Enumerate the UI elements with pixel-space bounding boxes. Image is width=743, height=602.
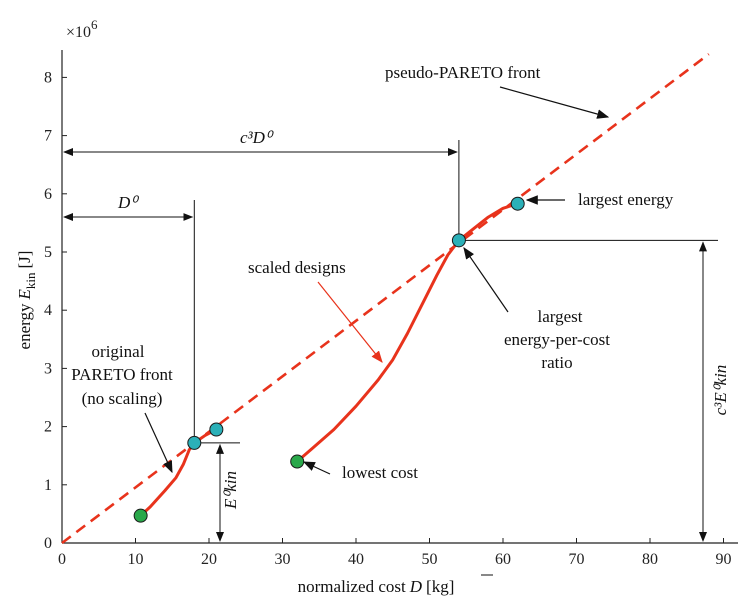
y-tick-label: 2	[44, 419, 52, 436]
x-tick-label: 0	[58, 551, 66, 568]
x-tick-label: 70	[569, 551, 585, 568]
x-tick-label: 20	[201, 551, 217, 568]
data-point-4	[451, 233, 466, 248]
dim-label-c3D0: c³D⁰	[240, 128, 274, 147]
annotation-original-2: PARETO front	[71, 365, 173, 384]
x-tick-label: 60	[495, 551, 511, 568]
arrow-lowest-cost	[302, 461, 331, 475]
markers	[133, 196, 525, 523]
y-tick-label: 4	[44, 302, 52, 319]
y-axis-label: energyEkin[J]	[15, 251, 38, 350]
annotation-original-1: original	[92, 342, 145, 361]
dim-label-c3E0: c³E⁰kin	[711, 365, 730, 416]
x-tick-label: 90	[716, 551, 732, 568]
annotation-lowest-cost: lowest cost	[342, 463, 418, 482]
x-tick-label: 80	[642, 551, 658, 568]
axis-multiplier: ×106	[66, 17, 98, 41]
y-ticks: 0 1 2 3 4 5 6 7 8	[44, 69, 67, 552]
annotation-largest-ratio-3: ratio	[541, 353, 572, 372]
data-point-2	[187, 435, 202, 450]
data-point-3	[209, 422, 224, 437]
x-tick-label: 40	[348, 551, 364, 568]
y-tick-label: 5	[44, 244, 52, 261]
x-axis-label: normalized cost D [kg]	[298, 577, 455, 596]
dim-label-D0: D⁰	[117, 193, 139, 212]
y-tick-label: 8	[44, 69, 52, 86]
data-point-1	[290, 454, 305, 469]
y-tick-label: 6	[44, 186, 52, 203]
series	[139, 202, 520, 518]
x-tick-label: 10	[128, 551, 144, 568]
y-tick-label: 7	[44, 128, 52, 145]
data-point-0	[133, 508, 148, 523]
arrow-largest-ratio	[463, 247, 509, 313]
annotations: pseudo-PARETO front largest energy scale…	[71, 63, 730, 510]
arrow-original	[144, 412, 173, 474]
series-line-0	[139, 428, 218, 518]
axes	[61, 50, 738, 544]
annotation-original-3: (no scaling)	[82, 389, 163, 408]
annotation-largest-ratio-1: largest	[537, 307, 582, 326]
annotation-largest-ratio-2: energy-per-cost	[504, 330, 610, 349]
series-line-1	[295, 202, 520, 463]
dimension-lines	[63, 140, 718, 542]
x-ticks: 0 10 20 30 40 50 60 70 80 90	[58, 538, 732, 568]
y-tick-label: 3	[44, 360, 52, 377]
x-tick-label: 50	[422, 551, 438, 568]
y-tick-label: 1	[44, 477, 52, 494]
dim-label-E0: E⁰kin	[221, 471, 240, 510]
annotation-largest-energy: largest energy	[578, 190, 674, 209]
x-tick-label: 30	[275, 551, 291, 568]
annotation-scaled-designs: scaled designs	[248, 258, 346, 277]
data-point-5	[510, 196, 525, 211]
arrow-scaled-designs	[317, 281, 383, 363]
y-tick-label: 0	[44, 535, 52, 552]
arrow-pseudo-front	[499, 86, 610, 119]
annotation-pseudo-front: pseudo-PARETO front	[385, 63, 541, 82]
